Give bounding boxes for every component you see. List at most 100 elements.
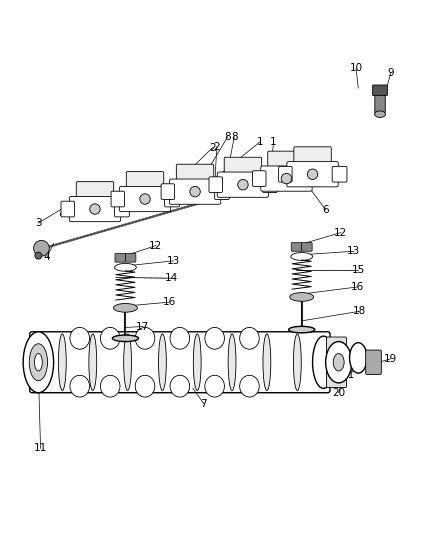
FancyBboxPatch shape xyxy=(115,201,129,217)
FancyBboxPatch shape xyxy=(224,157,261,177)
Text: 2: 2 xyxy=(213,142,220,152)
FancyBboxPatch shape xyxy=(279,166,292,182)
Ellipse shape xyxy=(313,336,334,389)
FancyBboxPatch shape xyxy=(119,187,171,212)
Ellipse shape xyxy=(135,327,155,349)
Circle shape xyxy=(140,194,150,204)
Text: 21: 21 xyxy=(341,370,354,381)
Text: 16: 16 xyxy=(351,282,364,292)
Circle shape xyxy=(307,169,318,180)
Ellipse shape xyxy=(205,327,224,349)
Text: 3: 3 xyxy=(35,218,42,228)
Ellipse shape xyxy=(58,334,66,391)
FancyBboxPatch shape xyxy=(294,147,331,167)
Text: 1: 1 xyxy=(257,136,264,147)
Text: 9: 9 xyxy=(388,68,394,78)
Ellipse shape xyxy=(374,111,385,117)
Text: 8: 8 xyxy=(224,132,231,142)
Text: 8: 8 xyxy=(231,132,237,142)
Text: 6: 6 xyxy=(322,205,329,215)
Text: 17: 17 xyxy=(136,321,149,332)
Text: 12: 12 xyxy=(334,228,347,238)
FancyBboxPatch shape xyxy=(373,85,388,95)
FancyBboxPatch shape xyxy=(366,350,381,375)
FancyBboxPatch shape xyxy=(217,172,268,197)
FancyBboxPatch shape xyxy=(170,179,221,204)
FancyBboxPatch shape xyxy=(262,177,277,192)
FancyBboxPatch shape xyxy=(261,166,312,191)
Circle shape xyxy=(35,252,42,259)
Ellipse shape xyxy=(170,327,190,349)
FancyBboxPatch shape xyxy=(253,171,266,187)
Ellipse shape xyxy=(100,327,120,349)
FancyBboxPatch shape xyxy=(326,337,346,387)
Ellipse shape xyxy=(124,334,131,391)
FancyBboxPatch shape xyxy=(76,182,114,201)
Ellipse shape xyxy=(115,263,136,271)
Text: 14: 14 xyxy=(165,273,178,283)
Text: 15: 15 xyxy=(352,265,365,275)
Text: 19: 19 xyxy=(384,354,398,364)
FancyBboxPatch shape xyxy=(291,243,302,251)
Circle shape xyxy=(281,173,292,184)
Ellipse shape xyxy=(70,327,89,349)
Ellipse shape xyxy=(113,303,138,312)
FancyBboxPatch shape xyxy=(302,243,312,251)
Ellipse shape xyxy=(289,326,315,333)
Text: 7: 7 xyxy=(201,399,207,409)
Circle shape xyxy=(90,204,100,214)
Ellipse shape xyxy=(89,334,97,391)
Ellipse shape xyxy=(170,375,190,397)
Ellipse shape xyxy=(113,335,138,342)
Ellipse shape xyxy=(290,293,314,301)
Text: 13: 13 xyxy=(167,256,180,266)
Ellipse shape xyxy=(159,334,166,391)
Ellipse shape xyxy=(293,334,301,391)
FancyBboxPatch shape xyxy=(209,177,223,192)
Circle shape xyxy=(190,187,200,197)
Ellipse shape xyxy=(23,332,53,393)
FancyBboxPatch shape xyxy=(30,332,330,393)
Text: 4: 4 xyxy=(44,252,50,262)
FancyBboxPatch shape xyxy=(177,164,214,184)
Ellipse shape xyxy=(135,375,155,397)
Text: 2: 2 xyxy=(209,143,216,152)
FancyBboxPatch shape xyxy=(115,254,125,262)
Ellipse shape xyxy=(205,375,224,397)
Text: 11: 11 xyxy=(34,443,47,454)
FancyBboxPatch shape xyxy=(165,191,180,207)
Ellipse shape xyxy=(100,375,120,397)
FancyBboxPatch shape xyxy=(111,191,124,207)
FancyBboxPatch shape xyxy=(215,184,230,199)
Circle shape xyxy=(34,240,49,256)
FancyBboxPatch shape xyxy=(69,197,120,222)
FancyBboxPatch shape xyxy=(306,171,321,187)
FancyBboxPatch shape xyxy=(161,184,175,199)
Text: 20: 20 xyxy=(332,387,345,398)
Ellipse shape xyxy=(70,375,89,397)
Ellipse shape xyxy=(325,342,352,383)
Ellipse shape xyxy=(228,334,236,391)
Ellipse shape xyxy=(291,253,313,261)
FancyBboxPatch shape xyxy=(125,254,136,262)
Ellipse shape xyxy=(193,334,201,391)
Circle shape xyxy=(238,180,248,190)
Ellipse shape xyxy=(240,327,259,349)
Ellipse shape xyxy=(333,353,344,371)
FancyBboxPatch shape xyxy=(375,92,385,113)
Text: 1: 1 xyxy=(270,138,277,148)
FancyBboxPatch shape xyxy=(126,172,164,192)
FancyBboxPatch shape xyxy=(61,201,74,217)
Text: 12: 12 xyxy=(149,240,162,251)
Ellipse shape xyxy=(263,334,271,391)
Ellipse shape xyxy=(35,353,42,371)
FancyBboxPatch shape xyxy=(287,161,338,187)
Text: 5: 5 xyxy=(81,192,88,202)
Ellipse shape xyxy=(29,344,47,381)
Ellipse shape xyxy=(350,343,367,373)
Ellipse shape xyxy=(240,375,259,397)
Text: 10: 10 xyxy=(350,63,363,74)
FancyBboxPatch shape xyxy=(268,151,305,171)
Text: 18: 18 xyxy=(353,306,366,316)
Text: 16: 16 xyxy=(162,297,176,307)
